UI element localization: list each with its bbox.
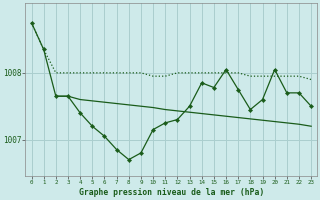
X-axis label: Graphe pression niveau de la mer (hPa): Graphe pression niveau de la mer (hPa) (79, 188, 264, 197)
